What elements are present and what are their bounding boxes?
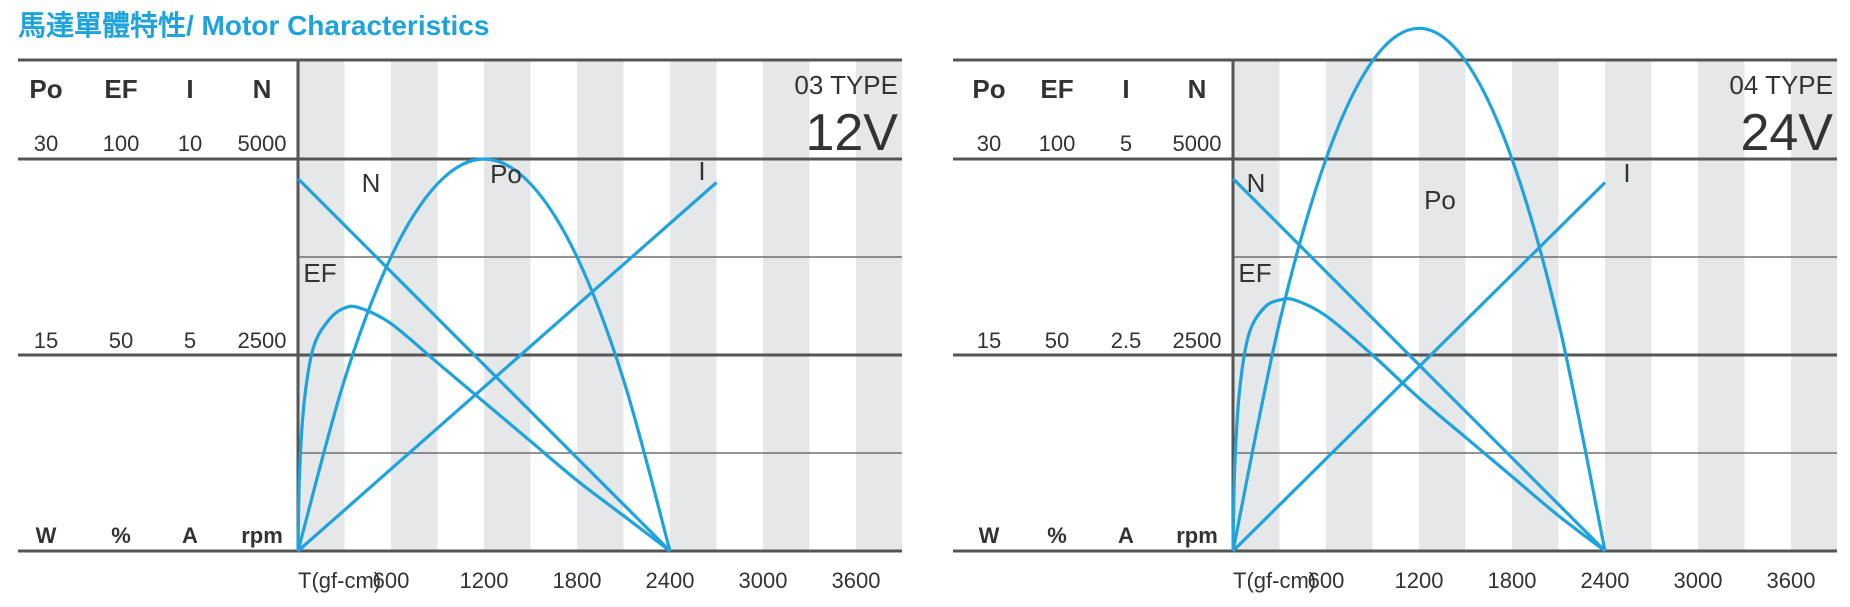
column-unit: rpm (241, 523, 283, 548)
column-header: N (1188, 74, 1207, 104)
chart-1: Po 30 15 W EF 100 50% I 5 2.5 A N 5000 2500 rpm 04 TYPE… (953, 26, 1837, 593)
voltage-label: 12V (805, 104, 898, 162)
grid-stripe (1698, 60, 1745, 551)
x-axis-label: T(gf-cm) (298, 568, 381, 593)
grid-stripe (1326, 60, 1373, 551)
series-ef-line (296, 304, 671, 553)
x-tick-label: 1800 (1488, 568, 1537, 593)
type-label: 03 TYPE (794, 70, 898, 100)
grid-stripe (670, 60, 717, 551)
voltage-label: 24V (1740, 104, 1833, 162)
grid-stripe (577, 60, 624, 551)
column-unit: W (36, 523, 57, 548)
series-i-line (1231, 181, 1607, 553)
x-tick-label: 600 (373, 568, 410, 593)
series-po-line (296, 157, 672, 552)
column-header: EF (104, 74, 137, 104)
x-tick-label: 1800 (553, 568, 602, 593)
series-i-label: I (698, 156, 705, 186)
column-max-value: 5000 (238, 131, 287, 156)
column-header: I (1122, 74, 1129, 104)
grid-stripe (856, 60, 902, 551)
column-max-value: 10 (178, 131, 202, 156)
column-unit: W (979, 523, 1000, 548)
grid-stripe (484, 60, 531, 551)
x-tick-label: 3600 (832, 568, 881, 593)
grid-stripe (1233, 60, 1280, 551)
grid-stripe (763, 60, 810, 551)
column-header: Po (29, 74, 62, 104)
series-ef-line (1231, 297, 1606, 553)
series-po-line (1231, 26, 1607, 552)
column-mid-value: 50 (1045, 328, 1069, 353)
series-n-label: N (1247, 168, 1266, 198)
x-tick-label: 2400 (646, 568, 695, 593)
column-max-value: 5000 (1173, 131, 1222, 156)
grid-stripe (391, 60, 438, 551)
column-max-value: 100 (1039, 131, 1076, 156)
column-mid-value: 5 (184, 328, 196, 353)
column-max-value: 30 (977, 131, 1001, 156)
column-max-value: 100 (103, 131, 140, 156)
x-tick-label: 3000 (1674, 568, 1723, 593)
series-ef-label: EF (1238, 258, 1271, 288)
x-tick-label: 600 (1308, 568, 1345, 593)
x-tick-label: 2400 (1581, 568, 1630, 593)
x-tick-label: 1200 (1395, 568, 1444, 593)
type-label: 04 TYPE (1729, 70, 1833, 100)
column-header: Po (972, 74, 1005, 104)
chart-0: Po 30 15 W EF 100 50% I 10 5 A N 5000 2500 rpm 03 TYPE 1… (18, 58, 902, 593)
column-unit: % (1047, 523, 1067, 548)
column-header: N (253, 74, 272, 104)
column-mid-value: 2.5 (1111, 328, 1142, 353)
page-title: 馬達單體特性/ Motor Characteristics (18, 10, 490, 41)
grid-stripe (298, 60, 345, 551)
series-po-label: Po (1424, 185, 1456, 215)
grid-stripe (1791, 60, 1837, 551)
series-i-line (296, 181, 718, 553)
series-n-line (296, 177, 672, 553)
column-unit: rpm (1176, 523, 1218, 548)
column-mid-value: 2500 (1173, 328, 1222, 353)
column-unit: A (1118, 523, 1134, 548)
grid-stripe (1512, 60, 1559, 551)
column-header: EF (1040, 74, 1073, 104)
column-max-value: 30 (34, 131, 58, 156)
grid-stripe (1419, 60, 1466, 551)
series-ef-label: EF (303, 258, 336, 288)
column-mid-value: 15 (977, 328, 1001, 353)
x-tick-label: 3000 (739, 568, 788, 593)
series-n-label: N (362, 168, 381, 198)
x-axis-label: T(gf-cm) (1233, 568, 1316, 593)
column-mid-value: 50 (109, 328, 133, 353)
column-header: I (186, 74, 193, 104)
column-unit: A (182, 523, 198, 548)
grid-stripe (1605, 60, 1652, 551)
x-tick-label: 1200 (460, 568, 509, 593)
column-unit: % (111, 523, 131, 548)
column-mid-value: 15 (34, 328, 58, 353)
x-tick-label: 3600 (1767, 568, 1816, 593)
column-mid-value: 2500 (238, 328, 287, 353)
column-max-value: 5 (1120, 131, 1132, 156)
series-i-label: I (1623, 158, 1630, 188)
series-po-label: Po (490, 159, 522, 189)
